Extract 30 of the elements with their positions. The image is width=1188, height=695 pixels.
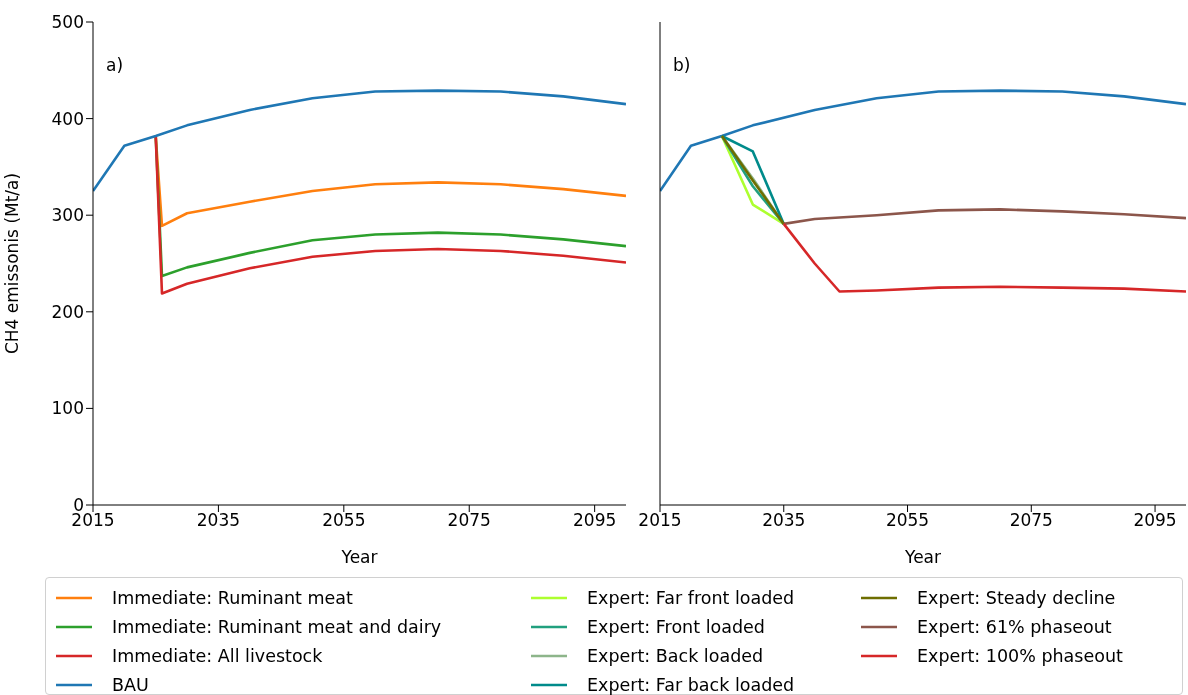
legend-label: Expert: Back loaded bbox=[587, 645, 764, 666]
x-tick-label: 2075 bbox=[447, 510, 491, 531]
y-tick-label: 400 bbox=[51, 108, 84, 129]
legend-label: Expert: Front loaded bbox=[587, 616, 765, 637]
legend-label: Expert: 100% phaseout bbox=[917, 645, 1123, 666]
legend-label: Immediate: Ruminant meat bbox=[112, 587, 353, 608]
legend-label: Immediate: Ruminant meat and dairy bbox=[112, 616, 442, 637]
x-tick-label: 2055 bbox=[885, 510, 930, 531]
annotation: a) bbox=[106, 55, 124, 75]
y-axis-title: CH4 emissonis (Mt/a) bbox=[2, 172, 23, 355]
x-tick-label: 2075 bbox=[1009, 510, 1053, 531]
y-tick-label: 300 bbox=[51, 205, 84, 226]
x-tick-label: 2035 bbox=[196, 510, 241, 531]
x-tick-label: 2095 bbox=[1133, 510, 1177, 531]
legend-label: Expert: Far back loaded bbox=[587, 674, 795, 695]
x-axis-title: Year bbox=[340, 547, 378, 567]
annotation: b) bbox=[673, 55, 691, 75]
y-tick-label: 500 bbox=[51, 12, 84, 33]
x-tick-label: 2095 bbox=[573, 510, 617, 531]
legend-label: Expert: Steady decline bbox=[917, 587, 1116, 608]
x-tick-label: 2035 bbox=[762, 510, 806, 531]
y-tick-label: 100 bbox=[51, 398, 84, 419]
legend-label: Immediate: All livestock bbox=[112, 645, 323, 666]
x-tick-label: 2015 bbox=[638, 510, 682, 531]
legend-label: BAU bbox=[112, 674, 149, 695]
legend-label: Expert: Far front loaded bbox=[587, 587, 795, 608]
legend-label: Expert: 61% phaseout bbox=[917, 616, 1112, 637]
x-axis-title: Year bbox=[904, 547, 941, 567]
y-tick-label: 200 bbox=[51, 301, 84, 322]
x-tick-label: 2055 bbox=[322, 510, 366, 531]
